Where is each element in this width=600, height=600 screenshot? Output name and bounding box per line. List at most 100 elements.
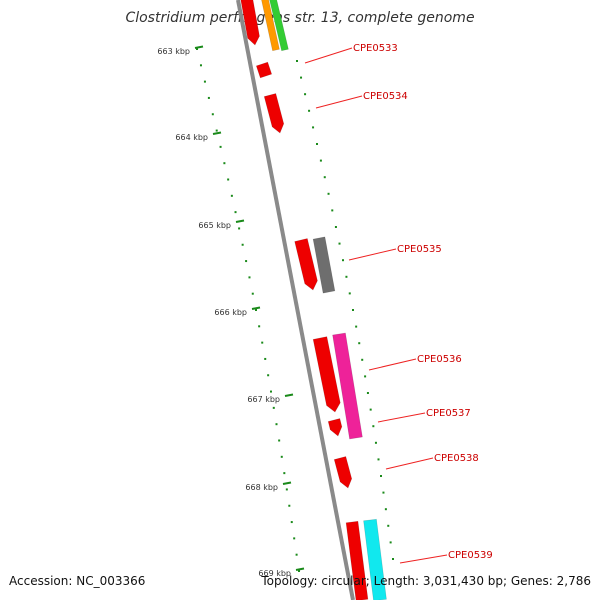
major-tick (235, 219, 245, 223)
map-title: Clostridium perfringens str. 13, complet… (125, 10, 475, 26)
inner-tick (261, 341, 264, 344)
gene-block (263, 93, 285, 134)
major-tick (282, 481, 292, 485)
inner-tick (227, 178, 230, 181)
inner-tick (285, 488, 288, 491)
outer-tick (372, 425, 375, 428)
gene-label: CPE0536 (417, 354, 462, 365)
leader-line (315, 95, 363, 109)
inner-tick (251, 292, 254, 295)
outer-tick (366, 392, 369, 394)
gene-label: CPE0535 (397, 244, 442, 255)
inner-tick (196, 48, 198, 50)
outer-tick (300, 76, 303, 79)
major-tick (295, 567, 305, 571)
kbp-label: 667 kbp (247, 395, 280, 404)
outer-tick (355, 325, 358, 328)
gene-block (332, 332, 363, 440)
inner-tick (203, 80, 206, 83)
inner-tick (230, 194, 233, 197)
major-tick (194, 45, 204, 49)
outer-tick (312, 126, 315, 129)
feature-track (240, 0, 387, 600)
outer-tick (348, 292, 351, 295)
outer-tick (342, 259, 345, 262)
outer-tick (364, 375, 367, 378)
tick-ring (194, 45, 394, 572)
inner-tick (234, 211, 237, 214)
outer-tick (387, 524, 390, 527)
inner-tick (267, 374, 270, 377)
inner-tick (199, 64, 202, 67)
outer-tick (304, 93, 307, 96)
inner-tick (288, 504, 291, 507)
outer-tick (327, 192, 330, 195)
inner-tick (278, 439, 281, 442)
topology-summary: Topology: circular; Length: 3,031,430 bp… (261, 574, 591, 588)
outer-tick (374, 441, 377, 444)
outer-tick (384, 508, 387, 511)
gene-block (333, 456, 353, 489)
outer-tick (352, 309, 354, 311)
leader-line (368, 358, 417, 371)
inner-tick (255, 309, 257, 311)
outer-tick (308, 109, 311, 112)
inner-tick (275, 423, 278, 426)
kbp-label: 666 kbp (214, 308, 247, 317)
inner-tick (219, 145, 222, 148)
inner-tick (295, 553, 298, 556)
inner-tick (215, 129, 218, 132)
inner-tick (290, 521, 293, 524)
outer-tick (345, 275, 348, 278)
gene-block (327, 418, 343, 437)
kbp-label: 668 kbp (245, 483, 278, 492)
inner-tick (269, 390, 272, 393)
gene-label: CPE0533 (353, 43, 398, 54)
gene-block (312, 336, 341, 413)
outer-tick (380, 475, 382, 477)
inner-tick (272, 406, 275, 409)
outer-tick (316, 143, 318, 145)
inner-tick (293, 537, 296, 540)
major-tick (284, 393, 294, 397)
outer-tick (331, 209, 334, 212)
leader-line (399, 554, 448, 564)
kbp-label: 665 kbp (198, 221, 231, 230)
outer-tick (389, 541, 392, 544)
outer-tick (369, 408, 372, 411)
outer-tick (338, 242, 341, 245)
major-tick (212, 131, 222, 135)
inner-tick (211, 113, 214, 116)
label-leaders (304, 47, 448, 564)
inner-tick (264, 357, 267, 360)
outer-tick (296, 60, 298, 62)
gene-label: CPE0539 (448, 550, 493, 561)
inner-tick (248, 276, 251, 279)
leader-line (377, 412, 426, 423)
gene-block (294, 238, 318, 291)
major-tick (251, 306, 261, 310)
inner-tick (280, 455, 283, 458)
kbp-label: 663 kbp (157, 47, 190, 56)
leader-line (385, 457, 434, 470)
accession-text: Accession: NC_003366 (9, 574, 146, 588)
gene-label: CPE0537 (426, 408, 471, 419)
inner-tick (223, 162, 226, 165)
inner-tick (238, 227, 241, 230)
inner-tick (207, 96, 210, 99)
kbp-labels: 663 kbp 664 kbp 665 kbp 666 kbp 667 kbp 668 k… (157, 47, 291, 578)
gene-block (345, 520, 369, 600)
outer-tick (334, 226, 337, 228)
gene-block (240, 0, 260, 46)
outer-tick (358, 342, 361, 345)
outer-tick (382, 491, 385, 494)
kbp-label: 669 kbp (258, 569, 291, 578)
genome-backbone (236, 0, 355, 600)
inner-tick (258, 325, 261, 328)
inner-tick (241, 243, 244, 246)
inner-tick (298, 570, 300, 572)
outer-tick (323, 176, 326, 179)
gene-labels: CPE0533 CPE0534 CPE0535 CPE0536 CPE0537 CPE05… (353, 43, 493, 561)
inner-tick (283, 472, 286, 475)
inner-tick (245, 260, 248, 263)
